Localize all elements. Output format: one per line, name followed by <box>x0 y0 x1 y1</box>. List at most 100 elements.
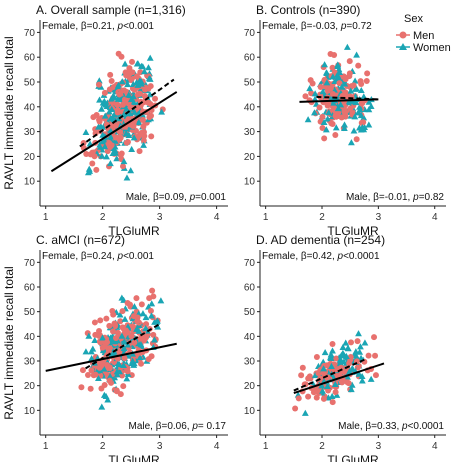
point-men <box>141 132 148 139</box>
point-men <box>329 90 336 97</box>
point-men <box>358 119 365 126</box>
point-women <box>95 123 102 130</box>
point-men <box>126 65 133 72</box>
x-tick-label: 4 <box>214 441 220 452</box>
point-men <box>90 114 97 121</box>
point-men <box>106 86 113 93</box>
x-tick-label: 2 <box>319 212 325 223</box>
point-women <box>335 66 343 73</box>
point-men <box>88 367 95 374</box>
x-tick-label: 3 <box>157 441 163 452</box>
y-tick-label: 20 <box>24 381 36 392</box>
point-women <box>131 108 138 115</box>
point-women <box>151 336 158 343</box>
point-men <box>140 137 147 144</box>
point-men <box>137 90 144 97</box>
point-men <box>118 53 125 60</box>
x-axis-title: TLGluMR <box>108 453 160 462</box>
panel-title: D. AD dementia (n=254) <box>256 233 385 247</box>
x-tick-label: 1 <box>263 441 269 452</box>
x-tick-label: 2 <box>100 212 106 223</box>
point-men <box>148 133 155 140</box>
y-tick-label: 50 <box>244 307 256 318</box>
legend-triangle-icon <box>399 43 407 50</box>
point-men <box>129 323 136 330</box>
point-women <box>341 121 348 128</box>
point-women <box>126 109 134 117</box>
point-women <box>123 174 131 181</box>
point-women <box>351 113 359 120</box>
y-tick-label: 40 <box>24 102 36 113</box>
point-women <box>352 352 360 359</box>
point-women <box>322 126 330 133</box>
point-men <box>108 78 115 85</box>
point-women <box>114 83 122 90</box>
point-women <box>360 93 368 100</box>
x-tick-label: 1 <box>43 212 49 223</box>
point-women <box>146 54 154 61</box>
point-men <box>145 356 152 363</box>
point-women <box>137 341 145 348</box>
point-women <box>352 85 359 92</box>
point-men <box>121 355 128 362</box>
point-women <box>134 60 142 67</box>
point-women <box>101 143 109 150</box>
point-men <box>372 352 379 359</box>
point-women <box>320 118 328 125</box>
point-women <box>102 101 110 108</box>
point-men <box>328 120 335 127</box>
point-men <box>363 77 370 84</box>
point-women <box>120 344 128 352</box>
point-women <box>323 69 331 77</box>
point-men <box>329 399 336 406</box>
point-women <box>328 362 335 370</box>
point-men <box>147 83 154 90</box>
point-men <box>315 370 322 377</box>
female-regression-line <box>85 323 161 370</box>
point-men <box>119 308 126 315</box>
point-men <box>321 135 328 142</box>
point-men <box>353 136 360 143</box>
point-men <box>320 395 327 402</box>
x-tick-label: 4 <box>214 212 220 223</box>
point-men <box>101 89 108 96</box>
point-women <box>319 387 326 394</box>
point-women <box>358 123 366 131</box>
point-women <box>124 80 131 88</box>
x-tick-label: 2 <box>100 441 106 452</box>
panel-title: C. aMCI (n=672) <box>36 233 125 247</box>
point-men <box>114 109 121 116</box>
point-women <box>123 375 131 382</box>
point-women <box>124 341 132 348</box>
point-men <box>147 307 154 314</box>
point-women <box>353 51 360 58</box>
point-men <box>336 80 343 87</box>
point-men <box>331 52 338 59</box>
point-women <box>306 85 314 92</box>
point-men <box>97 317 104 324</box>
point-women <box>118 78 126 85</box>
point-women <box>340 124 348 132</box>
y-tick-label: 40 <box>24 332 36 343</box>
point-women <box>301 409 309 416</box>
point-women <box>110 350 117 357</box>
point-men <box>341 103 348 110</box>
x-tick-label: 4 <box>432 212 438 223</box>
point-men <box>93 166 100 173</box>
point-women <box>350 127 358 134</box>
point-women <box>361 339 369 346</box>
point-men <box>355 62 362 69</box>
y-tick-label: 70 <box>244 28 256 39</box>
point-women <box>82 348 90 355</box>
point-men <box>117 318 124 325</box>
point-women <box>367 375 375 382</box>
point-men <box>347 105 354 112</box>
female-regression-line <box>293 357 368 392</box>
y-tick-label: 20 <box>244 152 256 163</box>
point-women <box>348 365 356 372</box>
point-women <box>357 86 365 94</box>
point-women <box>99 138 106 145</box>
point-men <box>131 339 138 346</box>
point-women <box>355 330 362 337</box>
point-women <box>358 377 366 384</box>
